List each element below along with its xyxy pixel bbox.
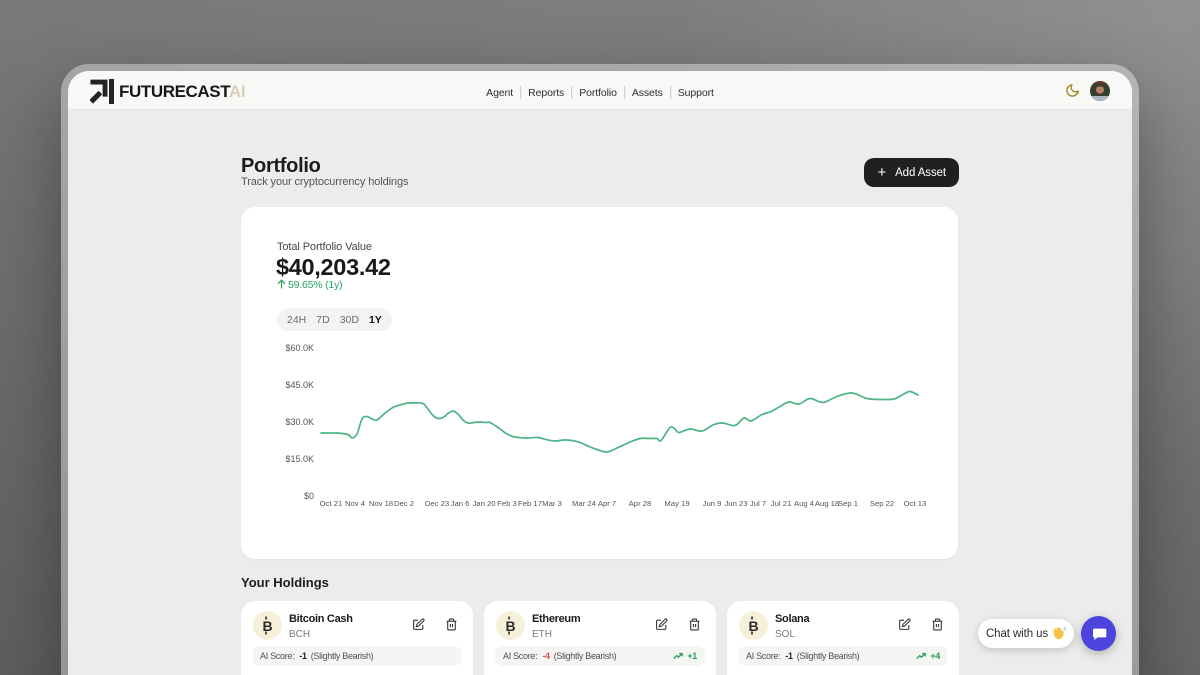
svg-text:Sep 22: Sep 22 [870,499,894,508]
svg-text:Sep 1: Sep 1 [838,499,858,508]
svg-text:$60.0K: $60.0K [285,343,314,353]
svg-text:B: B [748,618,758,634]
svg-text:Apr 28: Apr 28 [629,499,652,508]
svg-text:$15.0K: $15.0K [285,454,314,464]
svg-text:Oct 21: Oct 21 [320,499,343,508]
svg-text:Mar 3: Mar 3 [542,499,562,508]
svg-text:B: B [505,618,515,634]
svg-text:Jun 23: Jun 23 [724,499,747,508]
svg-text:Aug 4: Aug 4 [794,499,815,508]
svg-text:Dec 23: Dec 23 [425,499,449,508]
svg-text:$30.0K: $30.0K [285,417,314,427]
svg-text:Jul 21: Jul 21 [771,499,792,508]
svg-text:$0: $0 [304,491,314,501]
svg-text:Jan 20: Jan 20 [472,499,495,508]
svg-text:Jun 9: Jun 9 [703,499,722,508]
svg-text:Mar 24: Mar 24 [572,499,597,508]
svg-text:Nov 18: Nov 18 [369,499,393,508]
svg-text:Jul 7: Jul 7 [750,499,766,508]
svg-text:$45.0K: $45.0K [285,380,314,390]
svg-text:Aug 18: Aug 18 [815,499,839,508]
svg-text:Oct 13: Oct 13 [904,499,927,508]
svg-text:Apr 7: Apr 7 [598,499,616,508]
svg-text:Nov 4: Nov 4 [345,499,366,508]
svg-text:Feb 3: Feb 3 [497,499,517,508]
svg-text:Feb 17: Feb 17 [518,499,542,508]
svg-text:Dec 2: Dec 2 [394,499,414,508]
svg-text:May 19: May 19 [664,499,689,508]
svg-text:B: B [262,618,272,634]
svg-text:Jan 6: Jan 6 [451,499,470,508]
